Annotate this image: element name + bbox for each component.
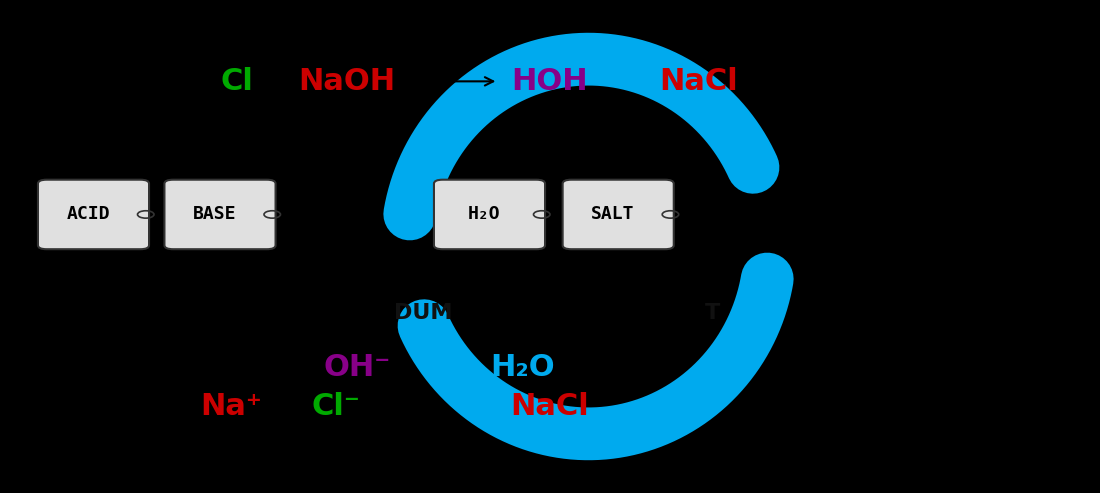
Text: NaOH: NaOH bbox=[298, 67, 395, 96]
Text: H₂O: H₂O bbox=[468, 206, 500, 223]
Text: Cl: Cl bbox=[220, 67, 253, 96]
Text: HOH: HOH bbox=[512, 67, 588, 96]
Text: Na⁺: Na⁺ bbox=[200, 392, 262, 421]
Text: DUM: DUM bbox=[394, 303, 453, 323]
FancyBboxPatch shape bbox=[563, 180, 673, 249]
Text: NaCl: NaCl bbox=[659, 67, 738, 96]
FancyBboxPatch shape bbox=[165, 180, 275, 249]
FancyBboxPatch shape bbox=[37, 180, 150, 249]
Text: T: T bbox=[705, 303, 720, 323]
FancyBboxPatch shape bbox=[433, 180, 546, 249]
Text: NaCl: NaCl bbox=[510, 392, 590, 421]
Text: OH⁻: OH⁻ bbox=[323, 353, 392, 382]
Text: SALT: SALT bbox=[591, 206, 635, 223]
Text: ACID: ACID bbox=[66, 206, 110, 223]
Text: Cl⁻: Cl⁻ bbox=[311, 392, 360, 421]
Text: H₂O: H₂O bbox=[491, 353, 554, 382]
Text: BASE: BASE bbox=[192, 206, 236, 223]
